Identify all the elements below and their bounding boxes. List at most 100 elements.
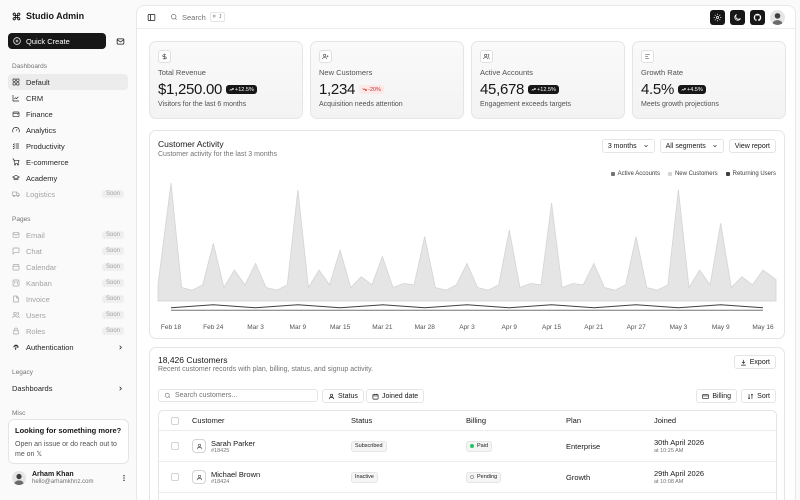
col-plan[interactable]: Plan xyxy=(566,416,582,425)
sidebar-item-logistics[interactable]: Logistics Soon xyxy=(8,186,128,202)
sidebar-item-label: Chat xyxy=(26,246,42,256)
billing-label: Billing xyxy=(712,392,731,400)
segment-select[interactable]: All segments xyxy=(659,139,724,153)
sidebar-toggle-icon[interactable] xyxy=(147,13,156,22)
table-row[interactable]: Michael Brown #18424 Inactive Pending Growth… xyxy=(159,462,776,493)
segment-value: All segments xyxy=(665,142,706,150)
quick-create-label: Quick Create xyxy=(26,36,70,46)
sidebar-item-authentication[interactable]: Authentication xyxy=(8,339,128,355)
legend-label: New Customers xyxy=(674,171,718,177)
sidebar-item-roles[interactable]: Roles Soon xyxy=(8,323,128,339)
sidebar-item-users[interactable]: Users Soon xyxy=(8,307,128,323)
status-filter-label: Status xyxy=(338,392,358,400)
theme-toggle-button[interactable] xyxy=(730,9,745,25)
sidebar-item-email[interactable]: Email Soon xyxy=(8,227,128,243)
sidebar-item-chat[interactable]: Chat Soon xyxy=(8,243,128,259)
range-select[interactable]: 3 months xyxy=(601,139,655,153)
inbox-button[interactable] xyxy=(112,33,128,49)
soon-badge: Soon xyxy=(101,263,124,271)
view-report-button[interactable]: View report xyxy=(728,139,776,153)
col-customer[interactable]: Customer xyxy=(192,416,225,425)
legend-item: Active Accounts xyxy=(610,171,660,177)
user-icon xyxy=(328,393,335,400)
wallet-icon xyxy=(12,110,20,118)
col-billing[interactable]: Billing xyxy=(466,416,487,425)
joined-date: 30th April 2026 xyxy=(654,438,705,447)
stat-subtext: Engagement exceeds targets xyxy=(480,101,572,108)
sort-button[interactable]: Sort xyxy=(741,389,776,403)
quick-create-button[interactable]: Quick Create xyxy=(8,33,106,49)
x-tick-label: Apr 9 xyxy=(502,324,518,331)
misc-group-label: Misc xyxy=(12,410,26,417)
dashboards-group-label: Dashboards xyxy=(12,63,48,70)
sidebar-item-dashboards[interactable]: Dashboards xyxy=(8,380,128,396)
x-tick-label: May 16 xyxy=(752,324,774,331)
cart-icon xyxy=(12,158,20,166)
table-row[interactable]: Sarah Parker #18425 Subscribed Paid Enterpri… xyxy=(159,431,776,462)
sidebar-item-productivity[interactable]: Productivity xyxy=(8,138,128,154)
settings-button[interactable] xyxy=(710,9,725,25)
x-tick-label: Apr 3 xyxy=(459,324,475,331)
graduation-cap-icon xyxy=(12,174,20,182)
export-button[interactable]: Export xyxy=(733,355,776,369)
command-icon xyxy=(12,12,21,21)
select-all-checkbox[interactable] xyxy=(171,416,179,425)
stat-value: $1,250.00 xyxy=(158,81,223,98)
user-menu[interactable]: Arham Khan hello@arhamkhnz.com xyxy=(12,471,128,485)
joined-time: at 10:25 AM xyxy=(654,448,684,454)
soon-badge: Soon xyxy=(101,327,124,335)
legend-label: Returning Users xyxy=(732,171,776,177)
chart-legend: Active Accounts New Customers Returning Us… xyxy=(610,171,776,177)
activity-title: Customer Activity xyxy=(158,139,224,149)
soon-badge: Soon xyxy=(101,247,124,255)
search-shortcut: ⌘ J xyxy=(209,12,225,22)
x-tick-label: Mar 28 xyxy=(415,324,436,331)
github-button[interactable] xyxy=(750,9,765,25)
main-panel: Search ⌘ J Total R xyxy=(136,5,796,500)
joined-date-filter-button[interactable]: Joined date xyxy=(366,389,425,403)
sidebar-item-kanban[interactable]: Kanban Soon xyxy=(8,275,128,291)
stat-card: Active Accounts 45,678 +12.5% Engagement ex… xyxy=(471,41,625,119)
soon-badge: Soon xyxy=(101,190,124,198)
search-trigger[interactable]: Search ⌘ J xyxy=(170,12,225,22)
mail-icon xyxy=(12,231,20,239)
row-checkbox[interactable] xyxy=(171,442,179,450)
avatar xyxy=(12,471,26,485)
row-checkbox[interactable] xyxy=(171,473,179,481)
more-vertical-icon[interactable] xyxy=(120,474,128,482)
promo-card[interactable]: Looking for something more? Open an issu… xyxy=(8,419,129,464)
account-avatar[interactable] xyxy=(770,9,785,25)
sidebar-item-finance[interactable]: Finance xyxy=(8,106,128,122)
brand[interactable]: Studio Admin xyxy=(8,0,128,32)
sidebar-item-academy[interactable]: Academy xyxy=(8,170,128,186)
export-label: Export xyxy=(749,358,770,366)
customer-search-input[interactable]: Search customers... xyxy=(158,389,318,402)
search-label: Search xyxy=(182,12,206,22)
x-tick-label: Apr 15 xyxy=(542,324,562,331)
customers-title: 18,426 Customers xyxy=(158,355,228,365)
stat-subtext: Visitors for the last 6 months xyxy=(158,101,247,108)
series-area-new-customers xyxy=(157,182,777,302)
billing-button[interactable]: Billing xyxy=(696,389,737,403)
stat-value: 4.5% xyxy=(641,81,674,98)
trending-up-icon xyxy=(229,87,234,92)
col-status[interactable]: Status xyxy=(351,416,373,425)
customer-activity-card: Customer Activity Customer activity for … xyxy=(149,130,785,339)
customers-table: Customer Status Billing Plan Joined Sara… xyxy=(158,410,777,500)
legend-swatch xyxy=(725,172,730,176)
sidebar-item-analytics[interactable]: Analytics xyxy=(8,122,128,138)
sidebar-item-e-commerce[interactable]: E-commerce xyxy=(8,154,128,170)
col-joined[interactable]: Joined xyxy=(654,416,677,425)
sidebar-item-crm[interactable]: CRM xyxy=(8,90,128,106)
sidebar-item-invoice[interactable]: Invoice Soon xyxy=(8,291,128,307)
file-icon xyxy=(12,295,20,303)
sidebar-item-default[interactable]: Default xyxy=(8,74,128,90)
stat-card: New Customers 1,234 -20% Acquisition needs … xyxy=(310,41,464,119)
status-filter-button[interactable]: Status xyxy=(322,389,364,403)
sidebar-item-calendar[interactable]: Calendar Soon xyxy=(8,259,128,275)
stat-value: 45,678 xyxy=(480,81,525,98)
users-icon xyxy=(480,50,493,63)
customer-id: #18425 xyxy=(211,447,230,454)
trending-up-icon xyxy=(681,87,686,92)
sidebar-item-label: Roles xyxy=(26,326,46,336)
